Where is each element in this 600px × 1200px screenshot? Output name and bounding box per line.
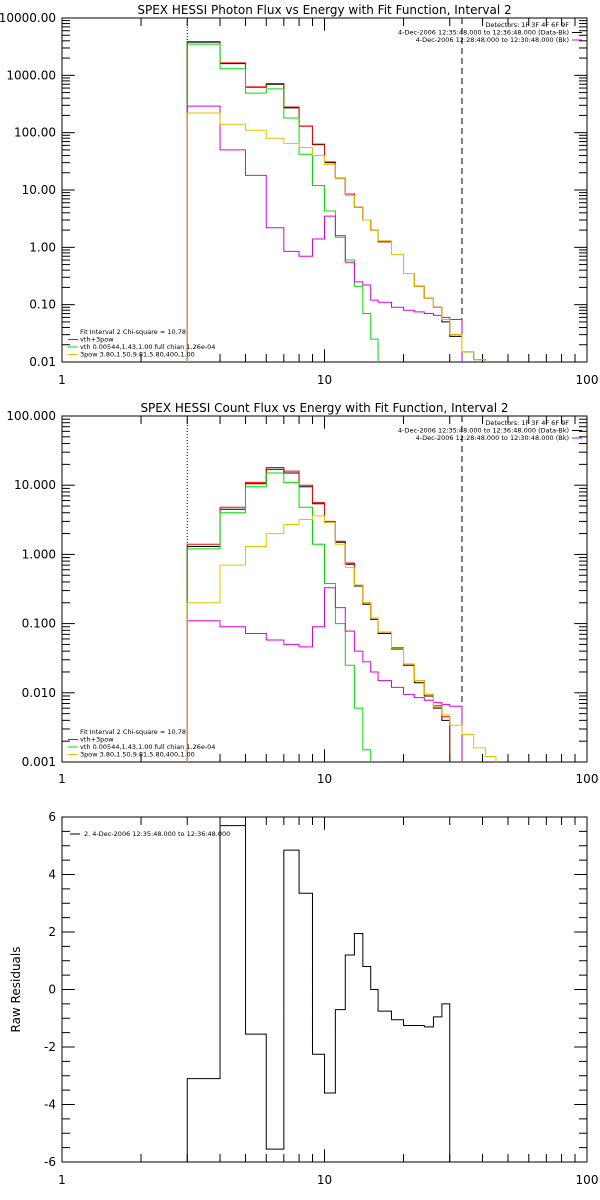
x-tick-label: 100: [576, 1173, 599, 1187]
y-tick-label: -4: [44, 1098, 56, 1112]
header-text: 4-Dec-2006 12:28:48.000 to 12:30:48.000 …: [416, 434, 569, 442]
y-tick-label: 0: [48, 983, 56, 997]
legend-text: Fit Interval 2 Chi-square = 10.78: [80, 728, 186, 736]
y-tick-label: 1.000: [22, 547, 56, 561]
y-axis-label: Raw Residuals: [9, 947, 23, 1033]
y-tick-label: -6: [44, 1155, 56, 1169]
data-series-line: [186, 472, 372, 762]
x-tick-label: 100: [576, 772, 599, 786]
y-tick-label: 0.010: [22, 686, 56, 700]
y-tick-label: 6: [48, 810, 56, 824]
header-text: 4-Dec-2006 12:35:48.000 to 12:36:48.000 …: [398, 29, 569, 37]
y-tick-label: 0.100: [22, 617, 56, 631]
y-tick-label: 100.000: [6, 409, 56, 423]
x-tick-label: 1: [58, 1173, 66, 1187]
x-tick-label: 10: [317, 772, 332, 786]
data-series-line: [186, 112, 486, 362]
y-tick-label: 0.001: [22, 755, 56, 769]
y-tick-label: 10000.00: [0, 11, 56, 25]
legend-text: vth 0.00544,1.43,1.00 full chian 1.26e-0…: [80, 743, 215, 751]
residuals-panel: 1 10 100 -6 -4 -2 0 2 4 6 Raw Residuals 2. 4-Dec-20…: [9, 810, 599, 1187]
y-tick-label: 1.00: [29, 240, 56, 254]
data-series-line: [186, 41, 486, 362]
x-tick-label: 100: [576, 373, 599, 387]
plot-frame: [61, 816, 588, 1163]
header-text: Detectors: 1F 3F 4F 6F 9F: [485, 419, 569, 427]
x-tick-label: 1: [58, 772, 66, 786]
y-tick-label: 4: [48, 868, 56, 882]
y-tick-label: 0.01: [29, 355, 56, 369]
legend-text: vth+3pow: [80, 336, 114, 344]
chart-title: SPEX HESSI Photon Flux vs Energy with Fi…: [137, 3, 511, 17]
y-tick-label: 10.00: [22, 183, 56, 197]
x-tick-label: 10: [317, 373, 332, 387]
y-tick-label: 2: [48, 925, 56, 939]
legend-text: 2. 4-Dec-2006 12:35:48.000 to 12:36:48.0…: [84, 830, 230, 838]
header-text: 4-Dec-2006 12:28:48.000 to 12:30:48.000 …: [416, 36, 569, 44]
chart-title: SPEX HESSI Count Flux vs Energy with Fit…: [140, 401, 508, 415]
data-series-line: [186, 825, 451, 1162]
legend-text: Fit Interval 2 Chi-square = 10.78: [80, 328, 186, 336]
header-text: 4-Dec-2006 12:35:48.000 to 12:36:48.000 …: [398, 427, 569, 435]
legend-text: vth+3pow: [80, 736, 114, 744]
x-tick-label: 1: [58, 373, 66, 387]
data-series-line: [186, 587, 463, 762]
legend-text: vth 0.00544,1.43,1.00 full chian 1.26e-0…: [80, 343, 215, 351]
y-tick-label: 1000.00: [6, 68, 56, 82]
y-tick-label: 100.00: [14, 126, 56, 140]
legend-text: 3pow 3.80,1.50,9.81,5.80,400,1.00: [80, 351, 195, 359]
data-series-line: [186, 515, 497, 762]
legend-text: 3pow 3.80,1.50,9.81,5.80,400,1.00: [80, 751, 195, 759]
data-series-line: [186, 105, 463, 362]
data-series-line: [186, 467, 451, 762]
y-tick-label: 10.000: [14, 478, 56, 492]
count-flux-panel: SPEX HESSI Count Flux vs Energy with Fit…: [6, 401, 598, 786]
header-text: Detectors: 1F 3F 4F 6F 9F: [485, 21, 569, 29]
y-tick-label: -2: [44, 1040, 56, 1054]
x-tick-label: 10: [317, 1173, 332, 1187]
photon-flux-panel: SPEX HESSI Photon Flux vs Energy with Fi…: [0, 3, 598, 387]
y-tick-label: 0.10: [29, 298, 56, 312]
data-series-line: [186, 43, 379, 362]
